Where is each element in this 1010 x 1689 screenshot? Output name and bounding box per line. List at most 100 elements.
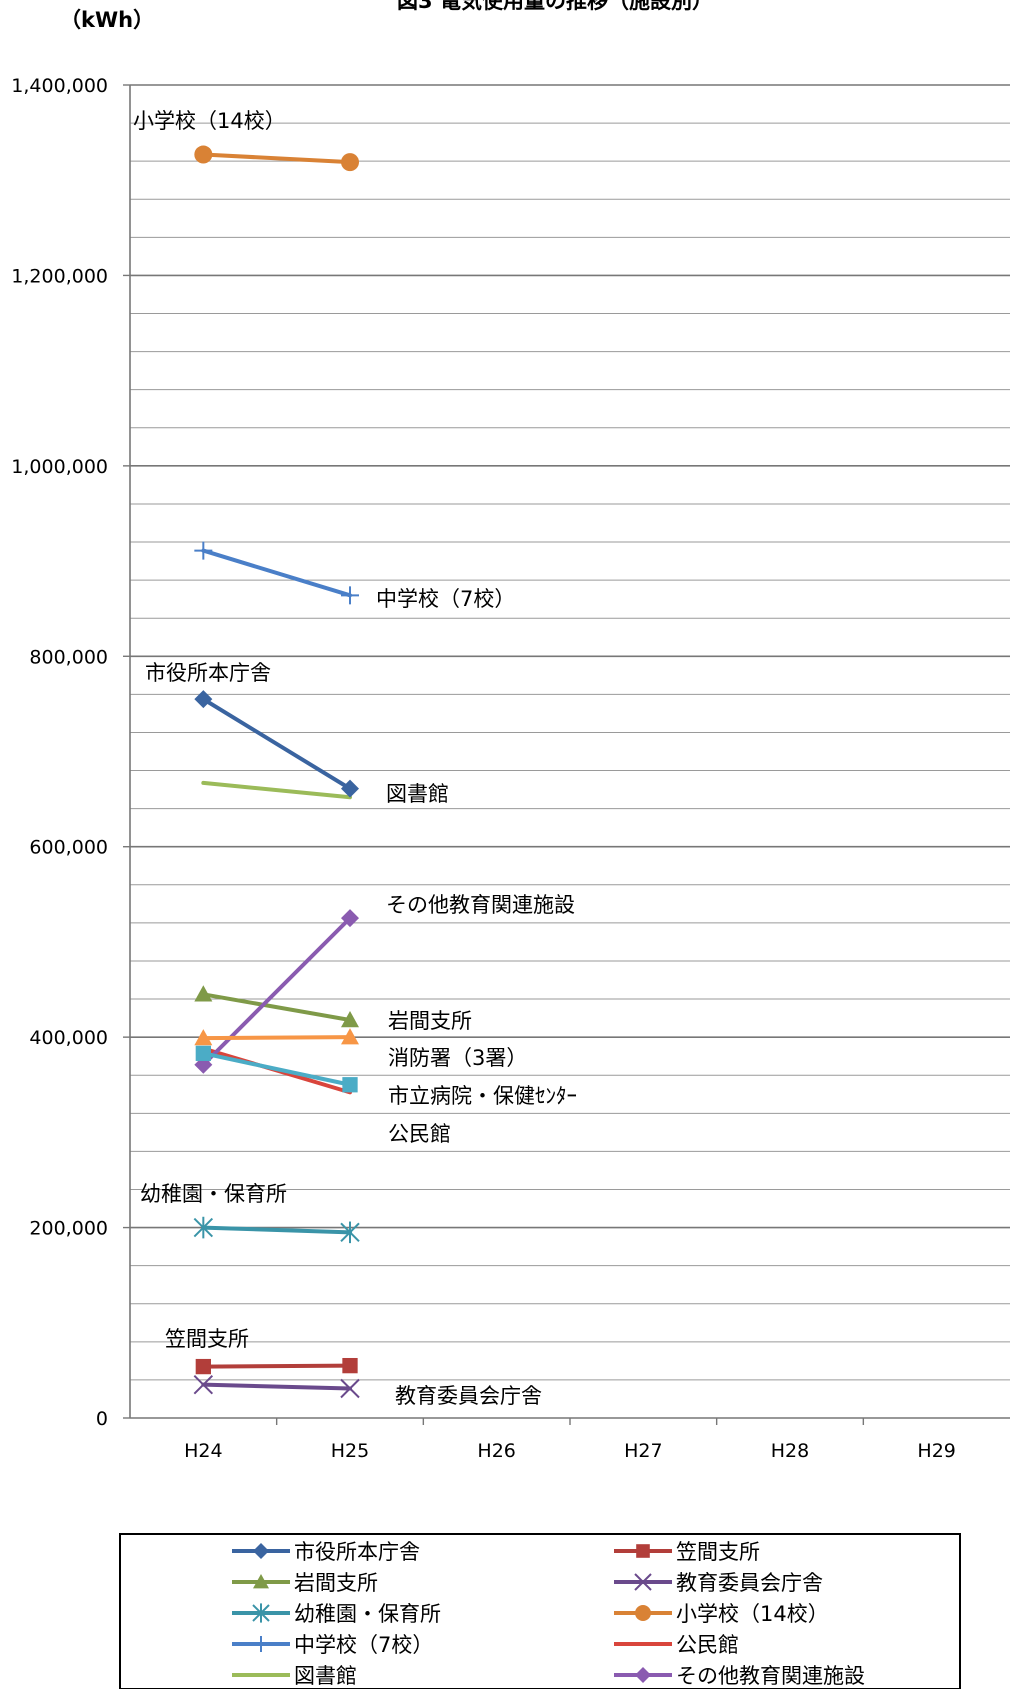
series-path <box>201 1225 352 1235</box>
series-annotation: 小学校（14校） <box>133 109 286 133</box>
series-line <box>194 690 359 798</box>
series-annotation: 市立病院・保健ｾﾝﾀｰ <box>388 1084 577 1108</box>
series-annotation: 幼稚園・保育所 <box>140 1182 287 1206</box>
series-annotation: その他教育関連施設 <box>386 893 575 917</box>
series-group <box>193 145 360 1399</box>
y-axis-unit: （kWh） <box>60 8 154 32</box>
series-annotation: 市役所本庁舎 <box>145 661 271 685</box>
series-line <box>194 909 359 1074</box>
data-point <box>195 1358 211 1375</box>
data-point <box>252 1603 270 1623</box>
data-point <box>194 541 213 560</box>
series-line <box>194 1028 359 1046</box>
legend-label: 幼稚園・保育所 <box>294 1602 441 1626</box>
data-point <box>341 1028 359 1045</box>
x-tick-label: H25 <box>331 1440 369 1462</box>
legend-item: 幼稚園・保育所 <box>232 1602 441 1626</box>
x-tick-labels: H24 H25 H26 H27 H28 H29 <box>184 1440 956 1462</box>
data-point <box>194 985 213 1002</box>
y-tick-label: 1,400,000 <box>11 75 108 97</box>
data-point <box>340 1221 360 1244</box>
series-annotation: 教育委員会庁舎 <box>395 1384 542 1408</box>
y-tick-label: 0 <box>96 1408 108 1430</box>
legend-label: 図書館 <box>294 1664 357 1688</box>
series-line <box>194 541 359 605</box>
legend-item: 中学校（7校） <box>232 1633 433 1657</box>
data-point <box>341 586 359 605</box>
data-point <box>253 1636 269 1652</box>
axes <box>123 84 1010 1425</box>
series-line <box>195 1045 358 1093</box>
legend-label: 公民館 <box>676 1633 739 1657</box>
legend-item: 図書館 <box>232 1664 357 1688</box>
series-line <box>195 1357 358 1375</box>
series-line <box>201 780 352 800</box>
y-tick-labels: 0 200,000 400,000 600,000 800,000 1,000,000 1,… <box>11 75 108 1430</box>
data-point <box>636 1544 650 1558</box>
legend-item: その他教育関連施設 <box>614 1664 865 1688</box>
data-point <box>193 1374 214 1395</box>
data-point <box>342 1357 358 1374</box>
legend-item: 岩間支所 <box>232 1571 378 1595</box>
grid <box>130 84 1010 1381</box>
x-tick-label: H29 <box>917 1440 955 1462</box>
legend-label: 小学校（14校） <box>676 1602 829 1626</box>
data-point <box>341 909 359 928</box>
chart-title: 図3 電気使用量の推移（施設別） <box>397 0 713 13</box>
x-tick-label: H28 <box>771 1440 809 1462</box>
x-tick-label: H26 <box>477 1440 515 1462</box>
series-line <box>194 145 359 172</box>
legend-label: 市役所本庁舎 <box>294 1540 420 1564</box>
series-annotation: 図書館 <box>386 782 449 806</box>
series-annotation: 笠間支所 <box>165 1327 249 1351</box>
y-tick-label: 600,000 <box>29 837 108 859</box>
data-point <box>253 1543 269 1559</box>
series-line <box>193 1216 360 1244</box>
data-point <box>194 1029 213 1046</box>
legend-item: 笠間支所 <box>614 1540 760 1564</box>
series-annotation: 公民館 <box>388 1122 451 1146</box>
y-tick-label: 800,000 <box>29 646 108 668</box>
series-path <box>201 1035 352 1041</box>
series-path <box>201 697 352 791</box>
legend-item: 市役所本庁舎 <box>232 1540 420 1564</box>
series-path <box>201 1363 352 1369</box>
data-point <box>634 1573 652 1591</box>
series-line <box>193 1374 360 1399</box>
y-tick-label: 1,000,000 <box>11 456 108 478</box>
legend-label: 笠間支所 <box>676 1540 760 1564</box>
data-point <box>341 153 359 172</box>
series-annotation: 消防署（3署） <box>388 1046 527 1070</box>
data-point <box>193 1216 214 1239</box>
legend-label: 岩間支所 <box>294 1571 378 1595</box>
data-point <box>340 1378 360 1399</box>
y-tick-label: 400,000 <box>29 1027 108 1049</box>
series-path <box>201 916 352 1067</box>
data-point <box>341 1011 359 1028</box>
y-tick-label: 1,200,000 <box>11 265 108 287</box>
series-path <box>201 152 352 165</box>
legend-item: 小学校（14校） <box>614 1602 829 1626</box>
x-tick-label: H27 <box>624 1440 662 1462</box>
x-tick-label: H24 <box>184 1440 222 1462</box>
legend-label: 教育委員会庁舎 <box>676 1571 823 1595</box>
data-point <box>342 1077 358 1093</box>
data-point <box>253 1574 269 1589</box>
series-path <box>201 1051 352 1087</box>
data-point <box>194 145 213 164</box>
legend-item: 公民館 <box>614 1633 739 1657</box>
legend-label: 中学校（7校） <box>294 1633 433 1657</box>
series-annotation: 中学校（7校） <box>376 587 515 611</box>
legend-label: その他教育関連施設 <box>676 1664 865 1688</box>
series-path <box>201 992 352 1023</box>
data-point <box>635 1605 651 1621</box>
y-tick-label: 200,000 <box>29 1218 108 1240</box>
series-path <box>201 780 352 800</box>
series-path <box>201 1382 352 1391</box>
data-point <box>635 1667 651 1683</box>
data-point <box>195 1045 211 1061</box>
series-annotation: 岩間支所 <box>388 1009 472 1033</box>
